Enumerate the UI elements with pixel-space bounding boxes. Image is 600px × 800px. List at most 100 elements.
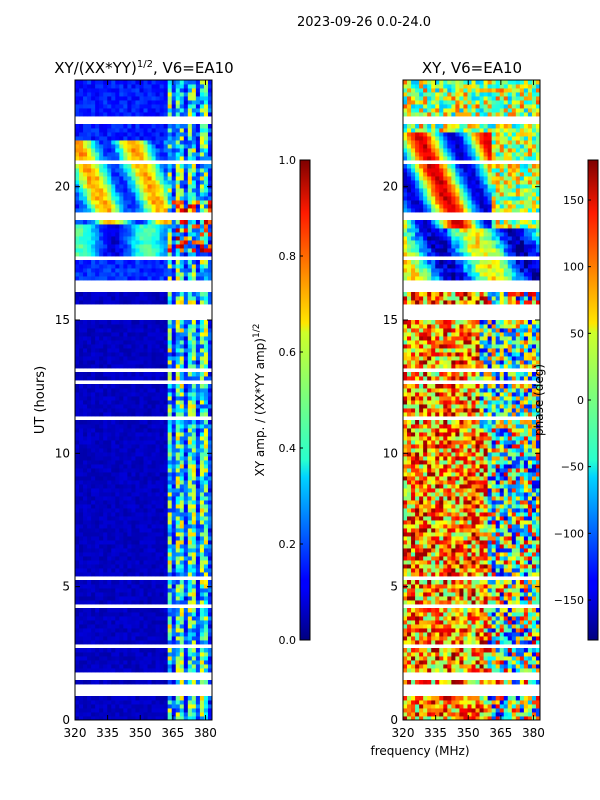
heatmap-cell [179, 360, 185, 365]
heatmap-cell [103, 300, 108, 305]
heatmap-cell [207, 608, 213, 613]
heatmap-cell [135, 420, 140, 425]
heatmap-cell [159, 408, 165, 413]
heatmap-cell [83, 596, 88, 601]
heatmap-cell [195, 652, 201, 657]
heatmap-cell [99, 632, 104, 637]
heatmap-cell [199, 220, 205, 225]
heatmap-cell [111, 352, 116, 357]
heatmap-cell [115, 184, 120, 189]
heatmap-cell [127, 524, 132, 529]
heatmap-cell [131, 656, 136, 661]
heatmap-cell [143, 444, 148, 449]
heatmap-cell [411, 696, 416, 701]
heatmap-cell [147, 276, 153, 281]
heatmap-cell [143, 192, 148, 197]
heatmap-cell [139, 556, 144, 561]
heatmap-cell [423, 708, 428, 713]
heatmap-cell [115, 172, 120, 177]
heatmap-cell [103, 572, 108, 577]
heatmap-cell [519, 716, 525, 721]
heatmap-cell [191, 272, 197, 277]
heatmap-cell [171, 556, 177, 561]
heatmap-cell [79, 432, 84, 437]
heatmap-cell [203, 428, 209, 433]
heatmap-cell [75, 92, 80, 97]
heatmap-cell [147, 80, 153, 85]
heatmap-cell [103, 588, 108, 593]
heatmap-cell [111, 508, 116, 513]
heatmap-cell [91, 188, 96, 193]
heatmap-cell [191, 132, 197, 137]
heatmap-cell [151, 384, 157, 389]
heatmap-cell [491, 680, 497, 685]
heatmap-cell [151, 472, 157, 477]
heatmap-cell [195, 556, 201, 561]
heatmap-cell [171, 408, 177, 413]
heatmap-cell [447, 708, 452, 713]
heatmap-cell [179, 500, 185, 505]
heatmap-cell [463, 708, 468, 713]
heatmap-cell [115, 596, 120, 601]
heatmap-cell [199, 440, 205, 445]
heatmap-cell [175, 536, 181, 541]
heatmap-cell [123, 656, 128, 661]
heatmap-cell [135, 708, 140, 713]
heatmap-cell [115, 80, 120, 85]
heatmap-cell [123, 144, 128, 149]
heatmap-cell [187, 132, 193, 137]
heatmap-cell [159, 196, 165, 201]
heatmap-cell [127, 80, 132, 85]
heatmap-cell [87, 364, 92, 369]
heatmap-cell [83, 572, 88, 577]
heatmap-cell [131, 696, 136, 701]
heatmap-cell [175, 140, 181, 145]
heatmap-cell [75, 504, 80, 509]
heatmap-cell [135, 544, 140, 549]
x-tick-label: 350 [129, 726, 152, 740]
heatmap-cell [151, 660, 157, 665]
heatmap-cell [107, 412, 112, 417]
heatmap-cell [79, 444, 84, 449]
heatmap-cell [159, 624, 165, 629]
heatmap-cell [147, 496, 153, 501]
heatmap-cell [167, 428, 173, 433]
heatmap-cell [427, 696, 432, 701]
heatmap-cell [171, 152, 177, 157]
heatmap-cell [99, 508, 104, 513]
heatmap-cell [179, 104, 185, 109]
heatmap-cell [443, 716, 448, 721]
heatmap-cell [167, 436, 173, 441]
heatmap-cell [495, 680, 501, 685]
heatmap-cell [183, 80, 189, 85]
heatmap-cell [139, 516, 144, 521]
heatmap-cell [87, 640, 92, 645]
heatmap-cell [175, 708, 181, 713]
heatmap-cell [107, 508, 112, 513]
heatmap-cell [123, 296, 128, 301]
heatmap-cell [79, 420, 84, 425]
heatmap-cell [127, 352, 132, 357]
heatmap-cell [79, 596, 84, 601]
heatmap-cell [203, 432, 209, 437]
heatmap-cell [487, 696, 493, 701]
heatmap-cell [163, 500, 169, 505]
heatmap-cell [99, 300, 104, 305]
heatmap-cell [79, 384, 84, 389]
heatmap-cell [199, 332, 205, 337]
heatmap-cell [159, 660, 165, 665]
heatmap-cell [79, 260, 84, 265]
heatmap-cell [135, 500, 140, 505]
heatmap-cell [99, 324, 104, 329]
heatmap-cell [207, 148, 213, 153]
heatmap-cell [103, 596, 108, 601]
heatmap-cell [187, 168, 193, 173]
heatmap-cell [515, 700, 521, 705]
heatmap-cell [103, 360, 108, 365]
heatmap-cell [191, 656, 197, 661]
heatmap-cell [139, 464, 144, 469]
heatmap-cell [75, 636, 80, 641]
heatmap-cell [207, 504, 213, 509]
heatmap-cell [123, 492, 128, 497]
heatmap-cell [127, 528, 132, 533]
